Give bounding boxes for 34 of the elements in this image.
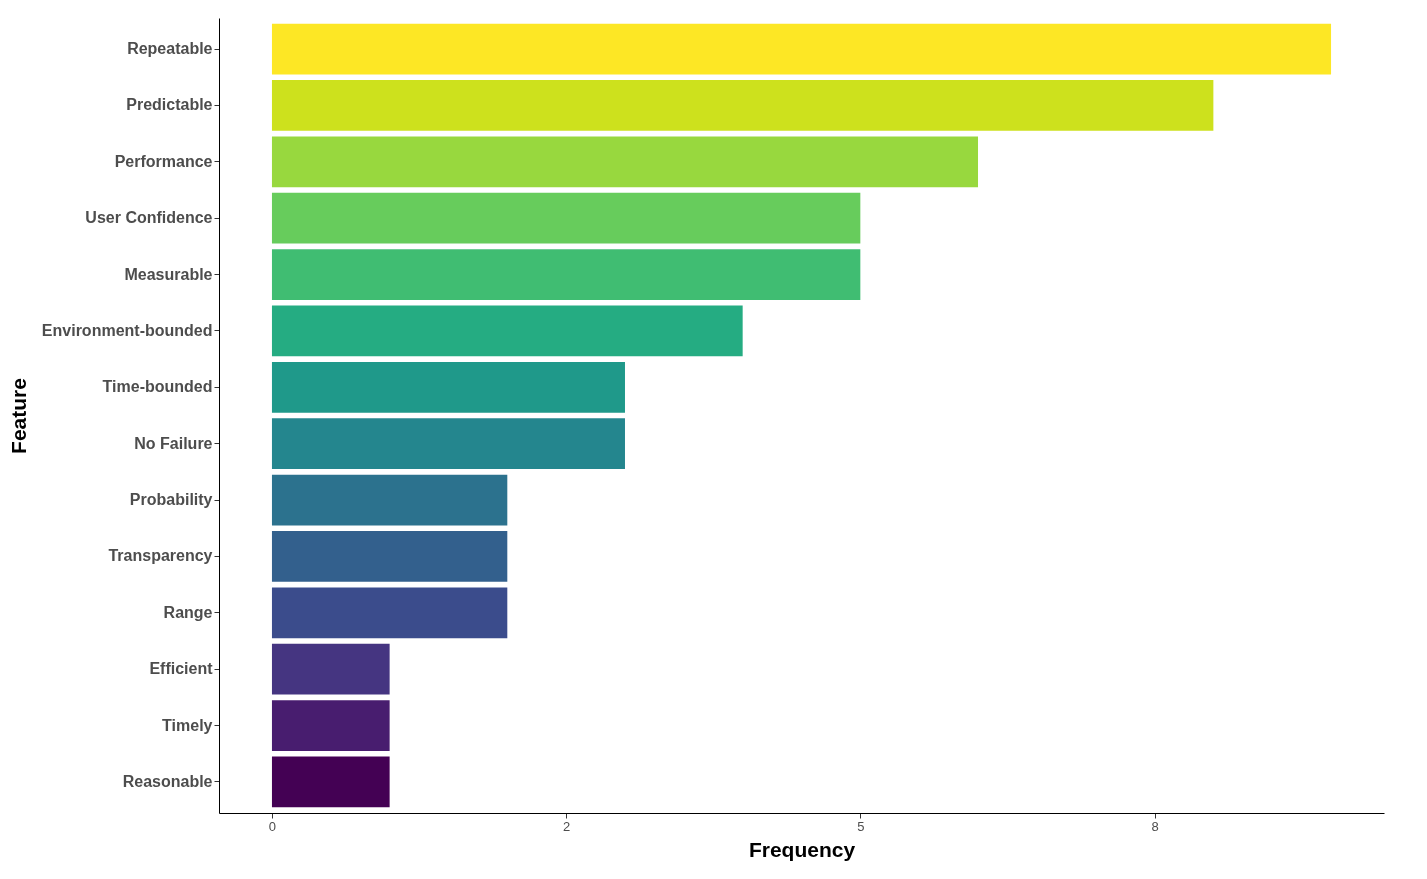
y-tick-label: Timely [162,716,213,734]
y-tick-label: Repeatable [127,40,213,58]
bar [271,643,390,695]
x-tick-label: 8 [1151,818,1159,834]
y-tick-label: Performance [114,152,213,170]
y-tick-label: No Failure [134,434,213,452]
y-tick-label: Measurable [124,265,213,283]
y-tick-label: Transparency [108,547,213,565]
bar [271,474,508,526]
y-tick-label: User Confidence [85,209,213,227]
bar [271,136,979,188]
y-tick-label: Efficient [149,660,214,678]
y-tick-label: Range [163,603,213,621]
bar [271,531,508,582]
y-tick-label: Probability [129,491,213,509]
y-axis-title: Feature [6,378,30,454]
y-tick-label: Environment-bounded [41,321,213,339]
y-tick-label: Time-bounded [102,378,213,396]
x-axis-title: Frequency [748,837,856,861]
x-tick-label: 2 [563,818,571,834]
bar [271,23,1332,75]
bar [271,700,390,751]
y-tick-label: Predictable [126,96,213,114]
bar [271,587,508,639]
bar [271,80,1214,131]
bar [271,305,743,357]
bar [271,249,861,300]
bar [271,418,625,470]
bar [271,192,861,244]
y-tick-label: Reasonable [122,772,213,790]
bar [271,756,390,808]
x-tick-label: 5 [857,818,865,834]
bar [271,361,625,413]
x-tick-label: 0 [268,818,277,834]
